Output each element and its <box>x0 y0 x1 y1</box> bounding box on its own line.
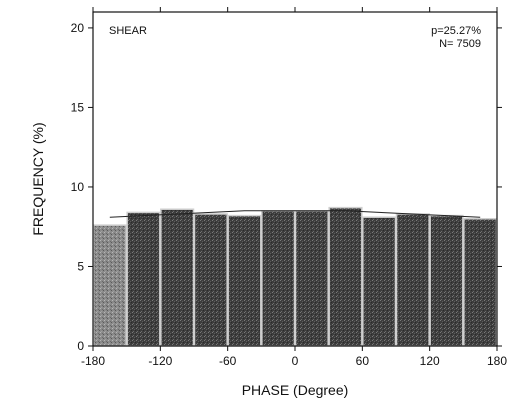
histogram-bar <box>395 213 430 347</box>
x-axis-label: PHASE (Degree) <box>242 382 349 398</box>
histogram-bar <box>160 208 195 347</box>
y-tick-label: 20 <box>71 21 85 35</box>
histogram-bar <box>126 211 161 347</box>
x-tick-label: 120 <box>420 354 440 368</box>
histogram-bar <box>362 216 397 347</box>
x-tick-label: -60 <box>219 354 237 368</box>
fit-curve <box>109 210 481 218</box>
annotation-p-value: p=25.27% <box>431 25 481 37</box>
y-tick-label: 5 <box>77 259 84 273</box>
y-tick-label: 10 <box>71 180 85 194</box>
histogram-bar <box>193 213 228 347</box>
x-tick-label: 180 <box>487 354 507 368</box>
histogram-bar <box>463 218 498 347</box>
annotation-n-count: N= 7509 <box>439 38 481 50</box>
y-tick-label: 0 <box>77 339 84 353</box>
histogram-bar <box>227 214 262 347</box>
histogram-bars <box>92 206 498 347</box>
x-tick-label: 0 <box>292 354 299 368</box>
y-axis-label: FREQUENCY (%) <box>30 122 46 235</box>
y-axis: 0 5 10 15 20 <box>71 21 502 353</box>
x-axis: -180 -120 -60 0 60 120 180 <box>81 7 507 368</box>
histogram-bar <box>294 210 329 347</box>
x-tick-label: -180 <box>81 354 105 368</box>
histogram-bar <box>328 206 363 347</box>
histogram-bar <box>261 210 296 347</box>
x-tick-label: 60 <box>356 354 370 368</box>
annotation-shear: SHEAR <box>109 25 147 37</box>
histogram-bar <box>92 224 127 347</box>
x-tick-label: -120 <box>148 354 172 368</box>
y-tick-label: 15 <box>71 100 85 114</box>
histogram-bar <box>429 214 464 347</box>
